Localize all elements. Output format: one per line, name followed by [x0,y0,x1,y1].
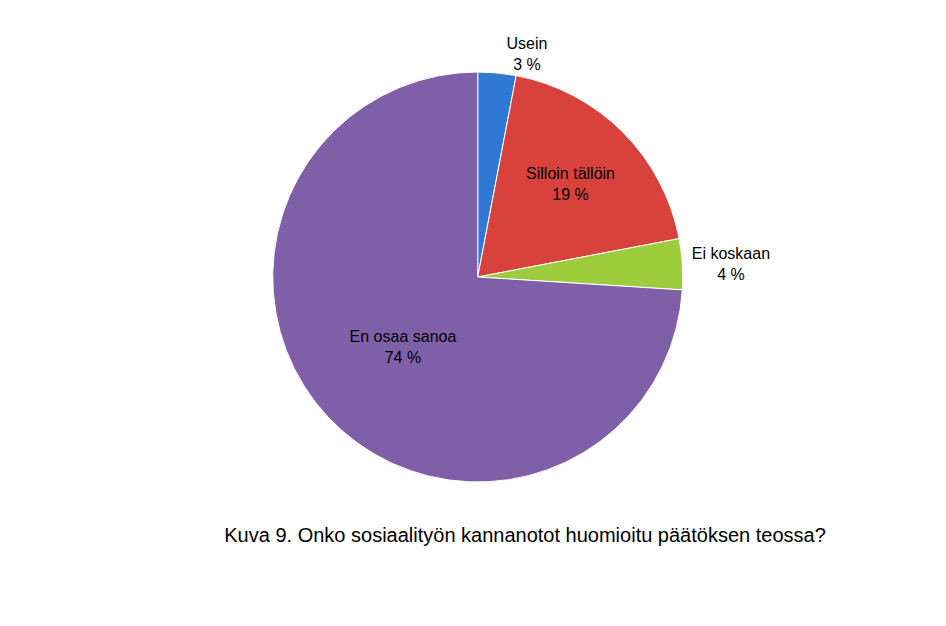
svg-text:Kuva 9. Onko sosiaalityön kann: Kuva 9. Onko sosiaalityön kannanotot huo… [224,524,826,546]
svg-text:En osaa sanoa74 %: En osaa sanoa74 % [350,328,457,366]
svg-text:Ei koskaan4 %: Ei koskaan4 % [692,245,770,283]
svg-text:Silloin tällöin19 %: Silloin tällöin19 % [526,165,615,203]
svg-text:Usein3 %: Usein3 % [506,35,547,73]
